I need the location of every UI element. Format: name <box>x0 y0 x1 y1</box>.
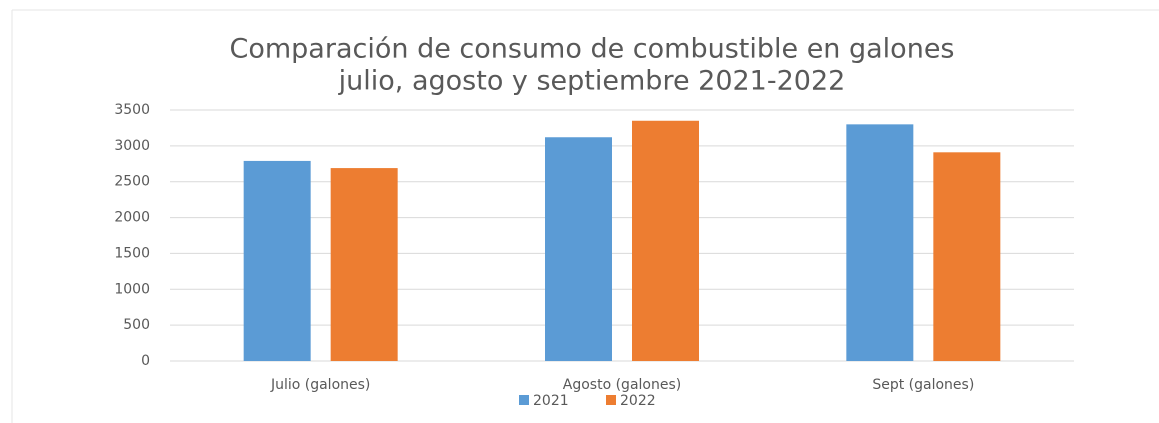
y-tick-label: 3500 <box>114 102 150 118</box>
bar <box>243 160 311 361</box>
y-tick-label: 2000 <box>114 210 150 226</box>
y-tick-label: 0 <box>141 353 150 369</box>
x-tick-label: Sept (galones) <box>872 377 974 393</box>
bar <box>846 124 914 361</box>
y-tick-label: 3000 <box>114 138 150 154</box>
bar <box>545 137 612 361</box>
y-tick-label: 2500 <box>114 174 150 190</box>
y-tick-label: 1500 <box>114 245 150 261</box>
bar <box>632 120 699 361</box>
legend-label: 2022 <box>620 393 656 409</box>
x-tick-label: Agosto (galones) <box>563 377 681 393</box>
x-tick-label: Julio (galones) <box>270 377 370 393</box>
y-tick-label: 1000 <box>114 281 150 297</box>
bar <box>933 152 1001 361</box>
legend-label: 2021 <box>533 393 569 409</box>
legend-swatch <box>519 395 529 405</box>
legend-swatch <box>606 395 616 405</box>
chart-title: Comparación de consumo de combustible en… <box>230 34 955 65</box>
y-tick-label: 500 <box>123 317 150 333</box>
bar <box>330 168 398 361</box>
chart-title: julio, agosto y septiembre 2021-2022 <box>338 66 846 97</box>
